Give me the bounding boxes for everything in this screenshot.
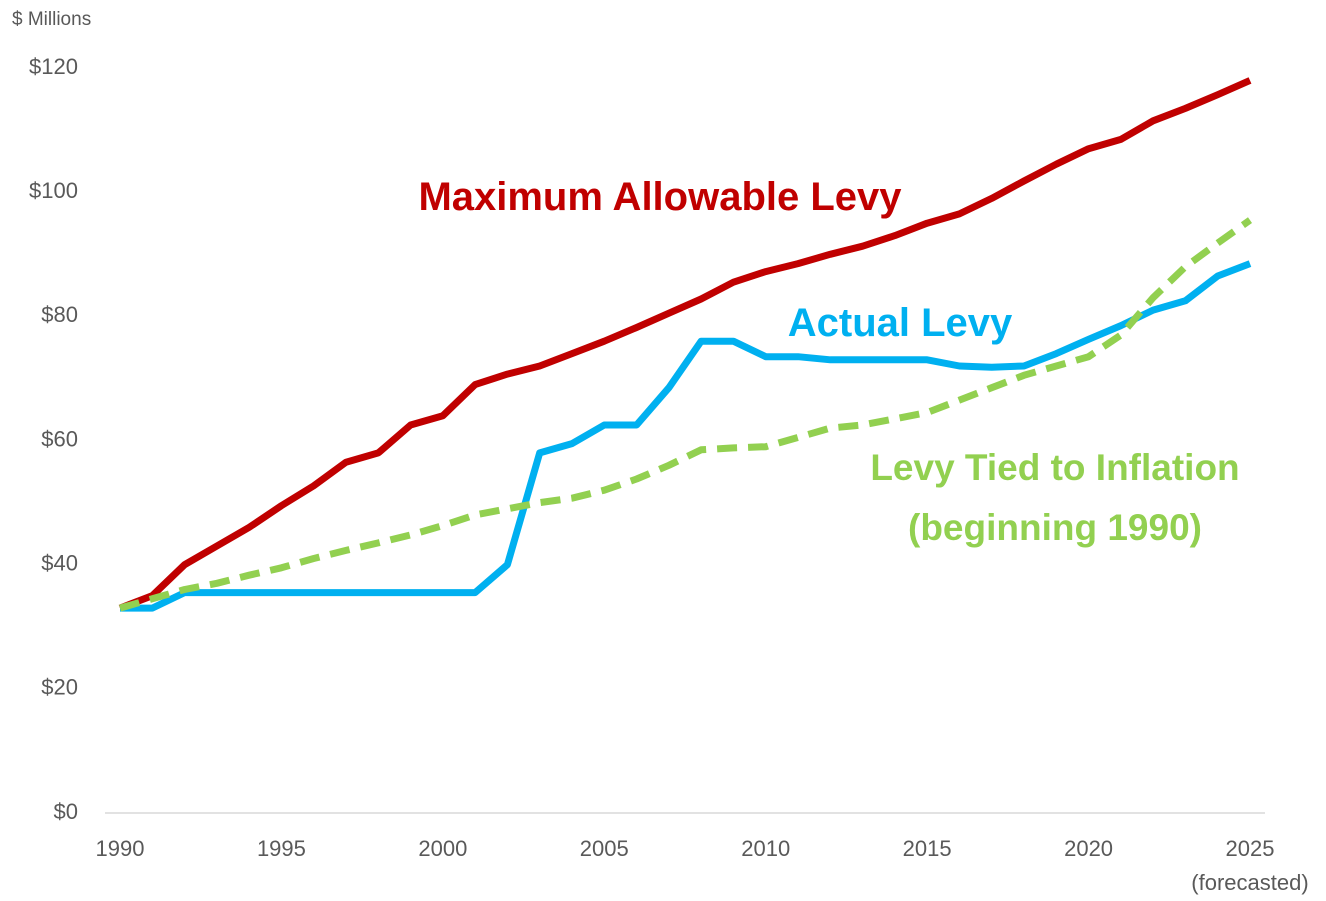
x-tick-label: 2020 [1064,836,1113,861]
y-tick-label: $60 [41,426,78,451]
x-tick-label: 1995 [257,836,306,861]
series-line [119,217,1253,612]
x-tick-label: 2005 [580,836,629,861]
y-tick-label: $100 [29,178,78,203]
y-axis-label: $ Millions [12,9,91,30]
y-tick-label: $0 [54,799,78,824]
series-label: Levy Tied to Inflation (beginning 1990) [870,447,1240,548]
x-tick-label: 2015 [903,836,952,861]
x-annotation: (forecasted) [1191,870,1308,895]
x-tick-label: 2000 [418,836,467,861]
series-line [120,260,1252,612]
series-label: Actual Levy [787,301,1013,345]
y-tick-label: $40 [41,550,78,575]
y-tick-label: $80 [41,302,78,327]
x-tick-label: 2025 [1226,836,1275,861]
y-tick-label: $20 [41,675,78,700]
series-line [118,77,1252,612]
y-tick-label: $120 [29,54,78,79]
series-label: Maximum Allowable Levy [418,175,902,219]
x-tick-label: 2010 [741,836,790,861]
x-tick-label: 1990 [96,836,145,861]
